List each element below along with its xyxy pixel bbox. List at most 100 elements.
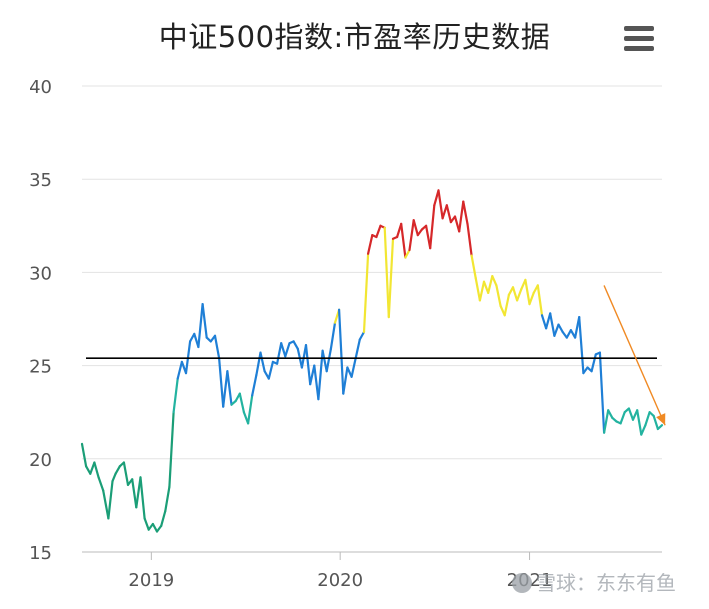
series-segment — [540, 314, 548, 330]
series-segment — [416, 228, 423, 237]
series-segment — [238, 392, 245, 414]
series-segment — [652, 414, 660, 431]
series-segment — [255, 351, 262, 376]
series-segment — [80, 442, 88, 468]
series-segment — [578, 316, 585, 375]
series-segment — [176, 360, 183, 380]
series-segment — [354, 338, 361, 360]
series-segment — [172, 377, 179, 414]
series-segment — [466, 222, 473, 257]
series-segment — [441, 204, 448, 220]
series-segment — [107, 480, 114, 520]
series-segment — [329, 321, 337, 350]
series-segment — [184, 340, 192, 375]
series-segment — [304, 344, 312, 386]
series-segment — [164, 485, 171, 513]
series-segment — [383, 226, 390, 319]
y-tick-label: 20 — [29, 450, 52, 471]
series-segment — [528, 291, 535, 306]
series-segment — [97, 476, 105, 492]
series-segment — [122, 461, 130, 486]
series-segment — [582, 366, 589, 375]
series-segment — [400, 222, 407, 259]
y-tick-label: 30 — [29, 263, 52, 284]
menu-bar — [624, 36, 654, 41]
series-segment — [495, 284, 502, 308]
series-segment — [350, 357, 357, 378]
y-tick-label: 15 — [29, 543, 52, 564]
series-segment — [656, 424, 664, 431]
series-segment — [114, 465, 121, 475]
series-segment — [89, 461, 96, 475]
series-segment — [408, 219, 415, 252]
series-segment — [155, 524, 163, 533]
series-segment — [143, 517, 150, 531]
series-segment — [131, 478, 138, 509]
series-segment — [549, 312, 556, 337]
series-segment — [487, 275, 494, 294]
y-tick-label: 40 — [29, 77, 52, 98]
series-segment — [226, 370, 233, 406]
series-segment — [276, 342, 283, 365]
series-segment — [524, 278, 531, 306]
series-segment — [218, 357, 225, 408]
series-segment — [462, 200, 469, 225]
series-segment — [387, 237, 395, 319]
series-segment — [168, 411, 175, 488]
x-tick-label: 2020 — [317, 570, 363, 591]
series-segment — [627, 407, 635, 421]
series-segment — [474, 276, 481, 302]
series-segment — [102, 489, 110, 520]
series-segment — [565, 329, 573, 339]
series-segment — [201, 303, 208, 339]
series-segment — [437, 189, 444, 220]
series-segment — [259, 351, 266, 373]
y-tick-label: 35 — [29, 170, 52, 191]
series-segment — [367, 234, 374, 255]
x-tick-label: 2019 — [128, 570, 174, 591]
series-segment — [362, 252, 370, 334]
series-segment — [139, 476, 146, 520]
series-segment — [429, 204, 436, 250]
snowball-logo-icon — [512, 573, 532, 593]
y-tick-label: 25 — [29, 357, 52, 378]
series-segment — [247, 394, 254, 425]
series-segment — [607, 409, 614, 419]
series-segment — [478, 280, 486, 302]
series-segment — [280, 342, 287, 358]
series-segment — [491, 275, 498, 287]
series-segment — [342, 366, 349, 395]
series-segment — [267, 360, 274, 380]
series-segment — [313, 364, 320, 401]
series-segment — [412, 219, 419, 237]
series-segment — [553, 323, 560, 337]
watermark-text: 雪球：东东有鱼 — [536, 571, 676, 595]
chart-title: 中证500指数:市盈率历史数据 — [158, 20, 551, 54]
series-segment — [251, 373, 258, 397]
hamburger-menu-icon[interactable] — [622, 26, 656, 52]
menu-bar — [624, 26, 654, 31]
series-segment — [321, 349, 328, 373]
trend-arrow-head — [656, 413, 666, 426]
watermark: 雪球：东东有鱼 — [512, 567, 676, 596]
series-segment — [292, 340, 299, 350]
series-segment — [470, 254, 477, 280]
series-segment — [640, 424, 647, 436]
series-segment — [636, 409, 643, 436]
series-segment — [602, 409, 610, 434]
series-segment — [515, 288, 523, 302]
series-segment — [135, 476, 142, 509]
series-segment — [111, 472, 117, 483]
series-segment — [358, 330, 366, 341]
series-segment — [213, 334, 221, 360]
series-segment — [644, 411, 651, 427]
series-segment — [375, 224, 382, 239]
series-segment — [598, 351, 606, 434]
series-segment — [536, 284, 544, 317]
series-segment — [338, 308, 345, 395]
series-segment — [445, 204, 452, 224]
series-segment — [151, 522, 159, 533]
series-segment — [404, 248, 411, 259]
series-segment — [503, 293, 510, 317]
